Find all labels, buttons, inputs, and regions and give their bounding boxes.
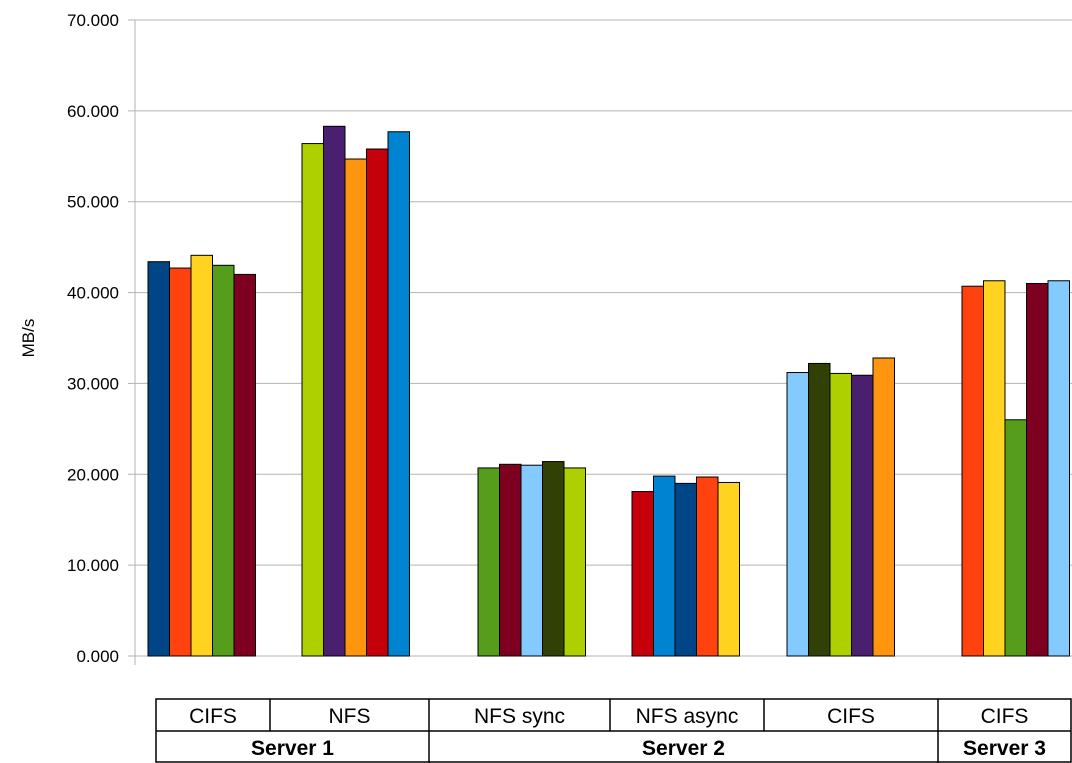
bar <box>872 357 895 657</box>
bar <box>323 125 346 657</box>
category-label: NFS <box>329 705 371 728</box>
bar <box>147 261 170 657</box>
category-label: CIFS <box>189 705 237 728</box>
y-tick-label: 40.000 <box>67 284 119 303</box>
bar <box>344 158 367 657</box>
bar <box>851 374 874 657</box>
bar <box>808 362 831 657</box>
bar <box>169 267 192 657</box>
bar <box>477 467 500 657</box>
server-label: Server 1 <box>251 737 334 760</box>
y-tick-label: 70.000 <box>67 11 119 30</box>
bar <box>1026 282 1049 657</box>
bar <box>1004 419 1027 657</box>
bar <box>786 372 809 657</box>
grid-lines <box>128 19 1072 657</box>
y-tick-label: 10.000 <box>67 556 119 575</box>
y-tick-label: 20.000 <box>67 465 119 484</box>
bar <box>1047 280 1070 657</box>
y-tick-label: 0.000 <box>76 647 119 666</box>
bar <box>983 280 1006 657</box>
bar <box>829 372 852 657</box>
server-label: Server 3 <box>963 737 1046 760</box>
bar <box>563 467 586 657</box>
y-axis-ticks: 0.000 10.000 20.000 30.000 40.000 50.000 60.00… <box>67 11 119 666</box>
bar <box>366 148 389 657</box>
y-axis-label: MB/s <box>19 319 38 358</box>
y-tick-label: 50.000 <box>67 193 119 212</box>
bar <box>190 254 213 657</box>
bar <box>961 285 984 657</box>
bar <box>301 143 324 657</box>
category-label: CIFS <box>981 705 1029 728</box>
bar <box>674 482 697 657</box>
category-table: CIFS NFS NFS sync NFS async CIFS CIFS Server 1… <box>155 698 1072 763</box>
bar <box>212 264 235 657</box>
bar <box>696 476 719 657</box>
bar <box>233 273 256 657</box>
category-label: CIFS <box>827 705 875 728</box>
bar <box>499 463 522 657</box>
bar <box>653 475 676 657</box>
bar <box>387 131 410 657</box>
category-label: NFS async <box>636 705 739 728</box>
bar <box>520 464 543 657</box>
server-label: Server 2 <box>642 737 725 760</box>
bar <box>631 491 654 657</box>
bars <box>147 125 1070 657</box>
bar <box>717 481 740 657</box>
y-tick-label: 30.000 <box>67 374 119 393</box>
y-tick-label: 60.000 <box>67 102 119 121</box>
bar <box>542 461 565 657</box>
category-label: NFS sync <box>474 705 565 728</box>
